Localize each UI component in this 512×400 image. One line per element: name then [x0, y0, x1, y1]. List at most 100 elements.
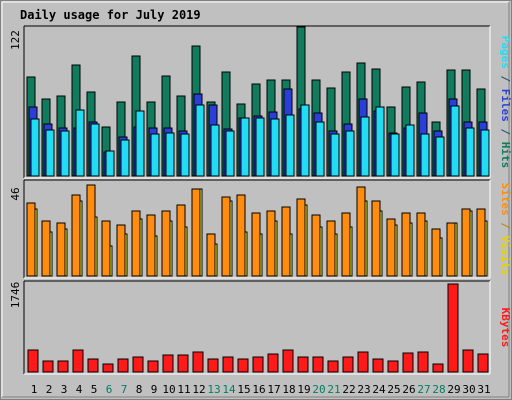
x-label-day-20: 20: [312, 383, 325, 396]
visits-series-label-part-2: Visits: [499, 236, 512, 276]
bar-pages-day-29: [450, 105, 460, 177]
bar-kbytes-day-1: [27, 349, 39, 373]
bar-pages-day-14: [225, 130, 235, 177]
hits-ymax-label: 122: [9, 30, 22, 50]
kbytes-series-label-part-0: KBytes: [499, 308, 512, 348]
x-label-day-29: 29: [447, 383, 460, 396]
bar-kbytes-day-11: [177, 354, 189, 373]
bar-pages-day-1: [30, 118, 40, 177]
bar-sites-day-21: [326, 220, 336, 277]
x-label-day-28: 28: [432, 383, 445, 396]
bar-sites-day-19: [296, 198, 306, 277]
bar-sites-day-20: [311, 214, 321, 277]
bar-sites-day-26: [401, 212, 411, 277]
bar-sites-day-7: [116, 224, 126, 277]
bar-kbytes-day-18: [282, 349, 294, 373]
x-label-day-6: 6: [106, 383, 113, 396]
bar-pages-day-28: [435, 136, 445, 177]
bar-pages-day-8: [135, 110, 145, 177]
bar-pages-day-19: [300, 104, 310, 177]
bar-kbytes-day-28: [432, 363, 444, 373]
bar-pages-day-15: [240, 117, 250, 177]
x-label-day-1: 1: [31, 383, 38, 396]
x-label-day-22: 22: [342, 383, 355, 396]
bar-pages-day-13: [210, 124, 220, 177]
bar-kbytes-day-31: [477, 353, 489, 373]
bar-sites-day-25: [386, 218, 396, 277]
bar-pages-day-4: [75, 109, 85, 177]
bar-pages-day-5: [90, 123, 100, 177]
hits-series-label: Pages / Files / Hits: [499, 36, 512, 169]
kbytes-panel: 1746: [9, 280, 491, 375]
bar-kbytes-day-4: [72, 349, 84, 373]
bar-sites-day-14: [221, 196, 231, 277]
x-label-day-12: 12: [192, 383, 205, 396]
hits-series-label-part-2: Files: [499, 89, 512, 122]
bar-sites-day-28: [431, 228, 441, 277]
bar-sites-day-1: [26, 202, 36, 277]
bar-sites-day-17: [266, 210, 276, 277]
x-label-day-19: 19: [297, 383, 310, 396]
bar-sites-day-12: [191, 188, 201, 277]
visits-series-label-part-0: Sites: [499, 183, 512, 216]
bar-sites-day-13: [206, 233, 216, 277]
bar-sites-day-6: [101, 220, 111, 277]
x-label-day-14: 14: [222, 383, 236, 396]
x-label-day-25: 25: [387, 383, 400, 396]
kbytes-series-label: KBytes: [499, 308, 512, 348]
hits-series-label-part-1: /: [499, 69, 512, 89]
chart-panels: 122 46 1746: [9, 25, 491, 375]
x-label-day-16: 16: [252, 383, 265, 396]
bar-sites-day-10: [161, 210, 171, 277]
x-label-day-5: 5: [91, 383, 98, 396]
x-label-day-24: 24: [372, 383, 386, 396]
x-label-day-4: 4: [76, 383, 83, 396]
bar-kbytes-day-27: [417, 351, 429, 373]
x-label-day-9: 9: [151, 383, 158, 396]
bar-sites-day-16: [251, 212, 261, 277]
bar-kbytes-day-10: [162, 354, 174, 373]
bar-sites-day-23: [356, 186, 366, 277]
bar-sites-day-18: [281, 206, 291, 277]
bar-kbytes-day-24: [372, 358, 384, 373]
x-label-day-21: 21: [327, 383, 340, 396]
bar-kbytes-day-17: [267, 353, 279, 373]
series-pages: [30, 104, 490, 177]
bar-pages-day-17: [270, 118, 280, 177]
x-label-day-11: 11: [177, 383, 190, 396]
bar-kbytes-day-3: [57, 360, 69, 373]
bar-sites-day-11: [176, 204, 186, 277]
bar-pages-day-9: [150, 133, 160, 177]
hits-series-label-part-4: Hits: [499, 142, 512, 169]
x-label-day-31: 31: [477, 383, 490, 396]
bar-kbytes-day-21: [327, 360, 339, 373]
bar-sites-day-24: [371, 200, 381, 277]
hits-series-label-part-0: Pages: [499, 36, 512, 69]
bar-sites-day-15: [236, 194, 246, 277]
bar-kbytes-day-9: [147, 360, 159, 373]
bar-pages-day-27: [420, 133, 430, 177]
bar-pages-day-31: [480, 129, 490, 177]
bar-kbytes-day-7: [117, 358, 129, 373]
x-label-day-7: 7: [121, 383, 128, 396]
series-kbytes: [27, 283, 489, 373]
hits-panel: 122: [9, 25, 491, 179]
bar-pages-day-3: [60, 130, 70, 177]
bar-kbytes-day-8: [132, 356, 144, 373]
x-label-day-17: 17: [267, 383, 280, 396]
bar-pages-day-6: [105, 150, 115, 177]
bar-pages-day-20: [315, 121, 325, 177]
x-label-day-15: 15: [237, 383, 250, 396]
bar-kbytes-day-15: [237, 358, 249, 373]
bar-sites-day-22: [341, 212, 351, 277]
kbytes-ymax-label: 1746: [9, 282, 22, 309]
series-sites: [26, 184, 486, 277]
bar-kbytes-day-30: [462, 349, 474, 373]
bar-kbytes-day-26: [402, 352, 414, 373]
bar-kbytes-day-20: [312, 356, 324, 373]
bar-pages-day-26: [405, 124, 415, 177]
x-label-day-3: 3: [61, 383, 68, 396]
visits-series-label-part-1: /: [499, 216, 512, 236]
x-label-day-13: 13: [207, 383, 220, 396]
